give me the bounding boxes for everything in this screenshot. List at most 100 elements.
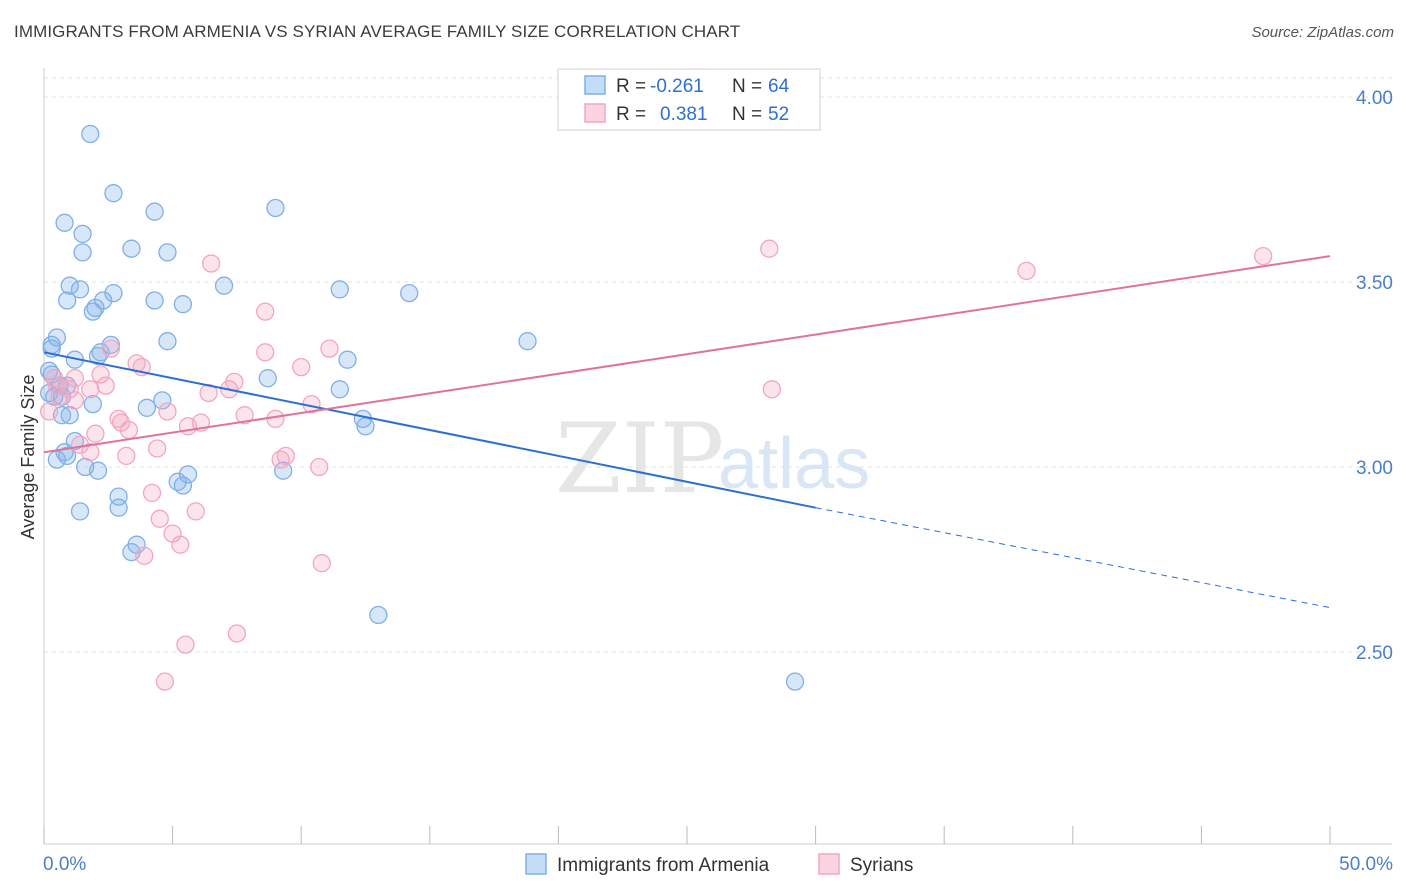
armenia-point	[369, 605, 388, 625]
syrians-point	[65, 391, 85, 410]
syrians-point	[135, 546, 154, 565]
armenia-point	[60, 276, 79, 295]
legend-swatch-syrians	[584, 103, 606, 123]
syrians-point	[762, 380, 782, 399]
syrians-point	[150, 509, 169, 528]
legend-r-label-armenia: R =	[616, 76, 646, 97]
armenia-point	[158, 243, 177, 262]
armenia-point	[70, 280, 90, 299]
syrians-point	[312, 554, 331, 573]
y-tick-label: 3.00	[1356, 458, 1393, 479]
armenia-point	[47, 450, 67, 469]
syrians-point	[171, 535, 190, 554]
syrians-point	[227, 624, 247, 643]
syrians-point	[86, 424, 105, 443]
syrians-point	[158, 402, 177, 421]
syrians-point	[235, 406, 254, 425]
syrians-point	[176, 635, 195, 654]
armenia-point	[785, 672, 805, 691]
y-axis-title: Average Family Size	[18, 375, 38, 540]
legend-r-value-syrians: 0.381	[660, 104, 708, 125]
syrians-point	[65, 369, 85, 388]
syrians-point	[256, 302, 275, 321]
y-tick-label: 3.50	[1356, 273, 1393, 294]
syrians-point	[760, 239, 779, 258]
legend-bottom-label-armenia: Immigrants from Armenia	[557, 855, 770, 876]
syrians-point	[292, 357, 311, 377]
armenia-point	[266, 198, 285, 218]
legend-bottom-label-syrians: Syrians	[850, 855, 913, 876]
watermark-atlas: atlas	[718, 424, 870, 504]
trend-line-armenia	[43, 351, 816, 509]
x-tick-label-max: 50.0%	[1339, 854, 1393, 875]
x-tick-label-min: 0.0%	[43, 854, 86, 875]
syrians-point	[320, 339, 339, 358]
syrians-point	[310, 457, 329, 477]
armenia-point	[356, 417, 375, 436]
y-tick-label: 4.00	[1356, 88, 1393, 109]
syrians-point	[271, 450, 290, 469]
syrians-point	[60, 380, 79, 399]
armenia-point	[83, 302, 103, 321]
armenia-point	[73, 224, 92, 244]
syrians-point	[155, 672, 175, 691]
axes: 2.50 3.00 3.50 4.00	[43, 68, 1393, 845]
source-label: Source: ZipAtlas.com	[1251, 24, 1394, 41]
legend-n-label-syrians: N =	[732, 104, 762, 125]
syrians-point	[117, 446, 136, 466]
syrians-point	[45, 369, 64, 388]
grid-lines	[44, 77, 1392, 653]
armenia-point	[330, 380, 349, 399]
armenia-point	[400, 283, 419, 303]
series-armenia-points	[39, 124, 805, 691]
armenia-point	[57, 291, 77, 310]
armenia-point	[173, 476, 193, 495]
syrians-point	[266, 409, 285, 429]
legend-swatch-armenia	[584, 75, 606, 95]
armenia-point	[145, 202, 164, 221]
syrians-point	[256, 343, 275, 362]
armenia-point	[518, 332, 537, 351]
armenia-point	[173, 295, 193, 314]
syrians-point	[119, 420, 139, 440]
armenia-point	[122, 239, 141, 258]
syrians-point	[91, 365, 110, 384]
syrians-point	[148, 439, 167, 458]
legend-bottom: Immigrants from Armenia Syrians	[525, 853, 913, 876]
syrians-point	[101, 339, 121, 358]
syrians-point	[178, 417, 198, 436]
syrians-point	[81, 380, 100, 399]
trend-line-armenia-extension	[815, 507, 1331, 609]
syrians-point	[50, 387, 69, 406]
armenia-point	[158, 332, 177, 351]
syrians-point	[1017, 261, 1036, 281]
trend-lines	[43, 255, 1331, 609]
legend-n-value-armenia: 64	[768, 76, 790, 97]
armenia-point	[153, 391, 172, 410]
chart-title: IMMIGRANTS FROM ARMENIA VS SYRIAN AVERAG…	[14, 22, 741, 41]
armenia-point	[258, 369, 277, 388]
armenia-point	[104, 283, 123, 303]
legend-bottom-swatch-syrians	[818, 853, 840, 875]
armenia-point	[330, 280, 349, 299]
syrians-point	[96, 376, 115, 395]
syrians-point	[81, 443, 100, 462]
armenia-point	[73, 243, 92, 262]
trend-line-syrians	[43, 255, 1331, 454]
armenia-point	[214, 276, 234, 295]
legend-r-label-syrians: R =	[616, 104, 646, 125]
armenia-point	[104, 184, 123, 203]
syrians-point	[112, 413, 131, 432]
syrians-point	[39, 402, 59, 421]
syrians-point	[202, 254, 221, 273]
armenia-point	[88, 461, 108, 480]
armenia-point	[137, 398, 157, 417]
armenia-point	[55, 213, 74, 232]
armenia-point	[338, 350, 357, 369]
armenia-point	[57, 446, 77, 466]
legend-n-label-armenia: N =	[732, 76, 762, 97]
syrians-point	[142, 483, 162, 503]
syrians-point	[1253, 246, 1273, 266]
legend-n-value-syrians: 52	[768, 104, 789, 125]
